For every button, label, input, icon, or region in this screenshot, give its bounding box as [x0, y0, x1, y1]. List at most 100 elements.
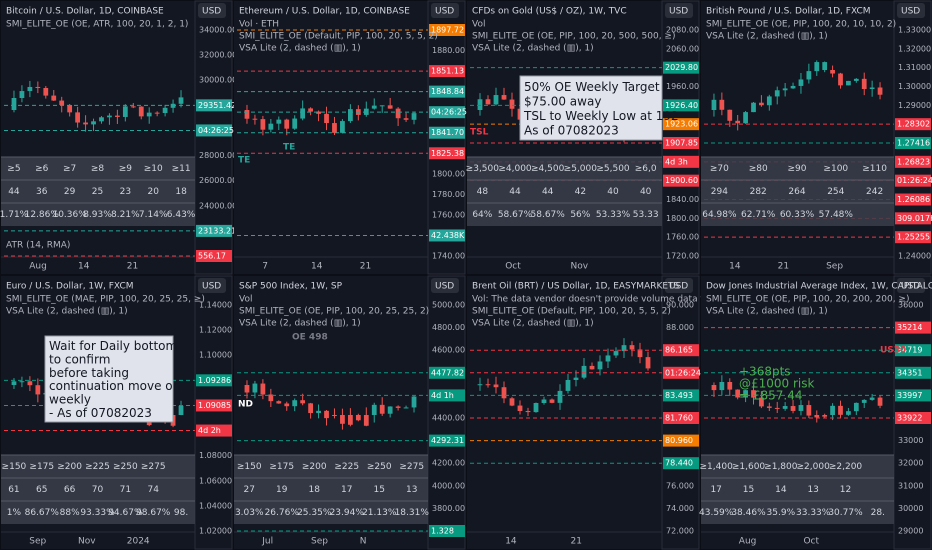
table-cell: ≥225: [334, 462, 359, 472]
candle-body: [51, 95, 57, 101]
candle-body: [340, 415, 345, 424]
panel-title: Ethereum / U.S. Dollar, 1D, COINBASE: [239, 7, 410, 17]
table-cell: 15: [743, 485, 754, 495]
price-label: 3800.00: [432, 504, 465, 513]
table-cell: 98.67%: [136, 508, 171, 518]
candle-body: [838, 73, 843, 86]
price-tag: [663, 366, 699, 379]
candle-body: [348, 415, 353, 425]
table-cell: 18: [175, 187, 187, 197]
stats-table: [1, 157, 195, 226]
candle-body: [581, 365, 587, 378]
table-cell: ≥250: [113, 462, 138, 472]
price-label: 2080.00: [666, 26, 699, 35]
candle-body: [284, 403, 290, 407]
chart-panel: 1.33000 1.32000 1.31000 1.30000 1.29000 1.283…: [701, 0, 932, 275]
table-cell: ≥250: [367, 462, 392, 472]
candle-body: [759, 397, 764, 407]
price-tag-label: 04:26:25: [431, 108, 467, 117]
candle-body: [284, 119, 290, 129]
time-label: N: [360, 537, 367, 547]
price-label: 1.31000: [898, 63, 931, 72]
candle-body: [790, 85, 796, 89]
time-label: 14: [729, 262, 741, 272]
indicator-line: VSA Lite (2, dashed (▥), 1): [472, 44, 594, 54]
price-tag: [895, 321, 931, 334]
candle-body: [308, 108, 313, 112]
table-cell: 40: [640, 187, 652, 197]
candle-body: [798, 79, 804, 86]
price-label: 1800.00: [432, 169, 465, 178]
currency-label: USD: [202, 7, 221, 17]
annotation-text: 50% OE Weekly Target: [524, 80, 660, 94]
candle-body: [75, 112, 80, 123]
indicator-line: VSA Lite (2, dashed (▥), 1): [239, 319, 361, 329]
table-cell: ≥6,0: [635, 164, 657, 174]
table-cell: 98.: [174, 508, 188, 518]
table-cell: 17: [341, 485, 352, 495]
annotation-text: weekly: [49, 393, 91, 407]
price-label: 1.06000: [199, 476, 232, 485]
price-tag: [895, 193, 931, 206]
table-cell: 44: [542, 187, 554, 197]
table-cell: 29: [64, 187, 76, 197]
price-tag-label: 33922: [897, 414, 922, 423]
candle-body: [371, 105, 377, 109]
time-label: 14: [78, 262, 90, 272]
table-cell: 88%: [60, 508, 80, 518]
price-tag-label: 86.165: [665, 346, 693, 355]
candle-body: [533, 403, 539, 413]
price-tag: [429, 525, 465, 537]
table-cell: 23: [120, 187, 131, 197]
candle-body: [324, 113, 329, 124]
table-cell: 30.77%: [828, 508, 863, 518]
price-label: 31000: [898, 481, 923, 490]
indicator-line: Vol · ETH: [239, 20, 279, 30]
table-cell: ≥100: [823, 164, 848, 174]
price-tag-label: 1.28302: [897, 120, 930, 129]
candle-body: [308, 403, 313, 414]
candle-body: [541, 399, 547, 404]
candle-body: [719, 382, 725, 391]
table-cell: 6.43%: [167, 210, 196, 220]
candle-body: [782, 88, 788, 91]
price-label: 74.000: [666, 504, 694, 513]
candle-body: [629, 345, 635, 350]
price-label: 1.29000: [898, 101, 931, 110]
price-tag: [895, 155, 931, 168]
candle-body: [597, 361, 603, 370]
indicator-line: SMI_ELITE_OE (Default, PIP, 100, 20, 5, …: [239, 32, 438, 42]
candle-body: [806, 71, 812, 80]
time-label: Sep: [826, 262, 843, 272]
candle-body: [411, 396, 417, 408]
chart-panel: 1897.72 1880.00 1851.13 1848.84 04:26:25 1841…: [234, 0, 467, 275]
candle-body: [877, 87, 883, 95]
table-cell: ≥3,500: [466, 164, 500, 174]
stats-table: [467, 157, 662, 226]
candle-body: [411, 113, 417, 120]
price-tag: [196, 424, 232, 437]
time-label: Aug: [29, 262, 47, 272]
candle-body: [252, 118, 258, 120]
candle-body: [395, 108, 401, 119]
table-cell: 18: [309, 485, 321, 495]
candle-body: [178, 405, 184, 415]
candle-body: [637, 349, 643, 358]
chart-marker: ND: [238, 400, 253, 410]
time-label: Sep: [29, 537, 46, 547]
annotation-text: TSL to Weekly Low at 192: [523, 109, 679, 123]
price-tag: [895, 389, 931, 402]
candle-body: [814, 62, 820, 72]
price-label: 1740.00: [432, 252, 465, 261]
table-cell: 64.98%: [702, 210, 737, 220]
candle-body: [589, 365, 595, 370]
price-label: 1.24000: [898, 252, 931, 261]
candle-body: [877, 397, 883, 406]
indicator-line: SMI_ELITE_OE (OE, ATR, 100, 20, 1, 2, 1): [6, 20, 188, 30]
stats-table: [701, 157, 894, 226]
candle-body: [115, 115, 120, 117]
price-tag-label: 78.440: [665, 459, 693, 468]
table-cell: 25: [92, 187, 103, 197]
indicator-line: VSA Lite (2, dashed (▥), 1): [6, 307, 128, 317]
currency-button: [665, 3, 693, 18]
